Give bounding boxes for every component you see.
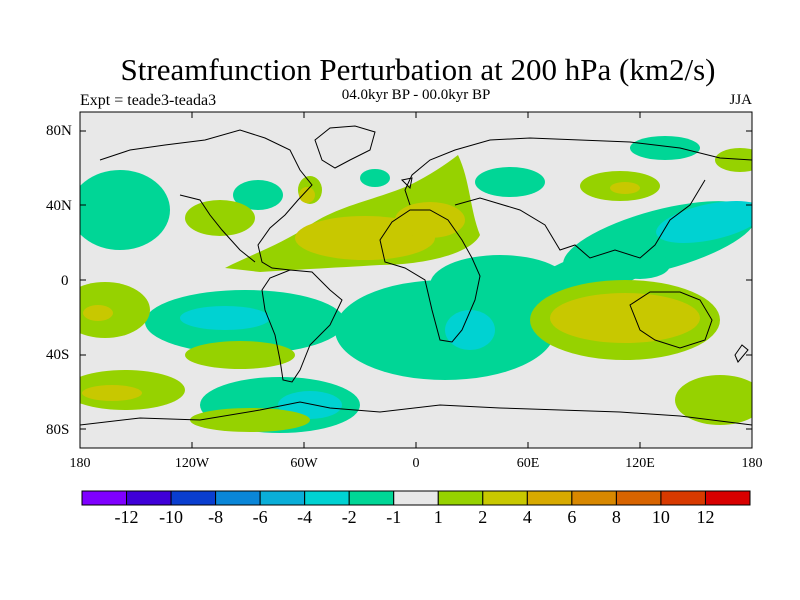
north-america-coast [99,129,313,271]
map-title: Streamfunction Perturbation at 200 hPa (… [120,52,716,87]
lat-label-80n: 80N [46,123,72,139]
colorbar-swatch-8 [437,490,484,506]
pos-region-wpac-south [80,282,150,338]
lon-label-180e: 180 [741,456,763,471]
axis-ticks [80,112,752,448]
pos2-region-greenland [299,187,315,203]
period-label: 04.0kyr BP - 00.0kyr BP [341,87,491,103]
colorbar-swatch-3 [215,490,261,506]
colorbar-swatch-14 [704,490,751,506]
pos-region-arctic-east [715,148,752,172]
colorbar-label-4: -4 [297,507,313,527]
neg2-region-safrica [445,310,495,350]
colorbar-label-2: -8 [208,507,224,527]
australia-coast [629,291,713,349]
colorbar-swatch-4 [259,490,306,506]
lat-label-40s: 40S [46,347,70,363]
colorbar-swatch-7 [393,490,439,506]
colorbar-label-1: -10 [159,507,184,527]
positive-contours-strong [82,182,700,401]
south-america-coast [261,269,343,383]
lon-label-120w: 120W [174,456,210,471]
colorbar-swatch-9 [482,490,528,506]
colorbar-swatch-10 [526,490,573,506]
colorbar-label-10: 6 [567,507,577,527]
lat-label-80s: 80S [46,422,70,438]
experiment-label: Expt = teade3-teada3 [80,92,217,109]
colorbar-label-12: 10 [651,507,670,527]
uk-coast [400,177,413,190]
west-coast-america [179,194,256,263]
field-layer [80,112,752,448]
new-zealand-coast [734,344,749,363]
season-label: JJA [729,92,752,108]
neg-region-eurasia [475,167,545,197]
neg-region-maritime [610,251,670,279]
lat-label-40n: 40N [46,198,72,214]
lon-label-120e: 120E [625,456,655,471]
colorbar-swatch-5 [304,490,350,506]
negative-contours-strong [180,201,752,419]
pos2-region-indian-ocean [550,293,700,343]
colorbar-label-3: -6 [252,507,268,527]
coastlines [80,125,752,426]
colorbar-label-13: 12 [696,507,715,527]
colorbar-swatch-6 [348,490,395,506]
lon-label-0: 0 [412,456,420,471]
colorbar-label-6: -1 [386,507,402,527]
pos2-region-africa [395,202,465,238]
colorbar-swatch-2 [170,490,217,506]
lon-label-180w: 180 [69,456,91,471]
neg-region-namerica [233,180,283,210]
eurasia-north-coast [404,137,752,206]
neg-region-npac [80,170,170,250]
antarctica-coast [80,401,752,426]
colorbar-swatch-0 [81,490,128,506]
colorbar-label-11: 8 [611,507,621,527]
colorbar-swatch-11 [571,490,617,506]
colorbar-label-0: -12 [114,507,139,527]
asia-south-coast [454,179,706,259]
lat-label-0: 0 [61,273,69,289]
colorbar-swatch-13 [660,490,706,506]
map-background [80,112,752,448]
colorbar-label-9: 4 [522,507,532,527]
colorbar-label-8: 2 [478,507,488,527]
colorbar-label-5: -2 [341,507,357,527]
colorbar [81,490,751,506]
pos-region-spac-mid [185,341,295,369]
pos2-region-so-west [82,385,142,401]
greenland-coast [314,125,376,169]
colorbar-swatch-12 [615,490,662,506]
pos-region-so-south [190,408,310,432]
pos2-region-wpac [83,305,113,321]
africa-coast [379,209,481,343]
pos2-region-asia [610,182,640,194]
neg2-region-npac-west [656,201,752,243]
pos-region-npac-small [185,200,255,236]
colorbar-swatch-1 [126,490,172,506]
pos-region-so-east [675,375,752,425]
colorbar-label-7: 1 [433,507,443,527]
lon-label-60e: 60E [516,456,540,471]
neg2-region-spac [180,306,270,330]
lon-label-60w: 60W [290,456,318,471]
neg-region-atl-small [360,169,390,187]
neg-region-arctic [630,136,700,160]
